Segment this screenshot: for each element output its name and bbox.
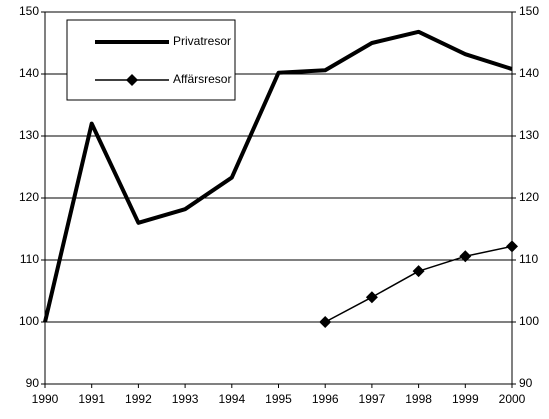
marker bbox=[412, 265, 425, 278]
y2-tick-label: 90 bbox=[519, 376, 533, 390]
marker bbox=[319, 316, 332, 328]
x-tick-label: 1997 bbox=[359, 392, 386, 406]
x-tick-label: 1992 bbox=[125, 392, 152, 406]
y-tick-label: 90 bbox=[26, 376, 40, 390]
legend-label: Privatresor bbox=[173, 34, 231, 48]
marker bbox=[365, 291, 378, 304]
marker bbox=[459, 250, 472, 263]
series-line bbox=[43, 29, 513, 323]
legend-box bbox=[66, 19, 236, 101]
y2-tick-label: 100 bbox=[519, 314, 539, 328]
y2-tick-label: 150 bbox=[519, 4, 539, 18]
y-tick-label: 110 bbox=[20, 252, 39, 266]
x-tick-label: 2000 bbox=[499, 392, 526, 406]
y-tick-label: 100 bbox=[19, 314, 39, 328]
x-tick-label: 1991 bbox=[78, 392, 105, 406]
y2-tick-label: 130 bbox=[519, 128, 539, 142]
x-tick-label: 1990 bbox=[32, 392, 59, 406]
y2-tick-label: 120 bbox=[519, 190, 539, 204]
y-tick-label: 120 bbox=[19, 190, 39, 204]
legend-label: Affärsresor bbox=[173, 72, 231, 86]
y-tick-label: 130 bbox=[19, 128, 39, 142]
x-tick-label: 1995 bbox=[265, 392, 292, 406]
marker bbox=[506, 240, 518, 253]
y2-tick-label: 140 bbox=[519, 66, 539, 80]
series-line bbox=[324, 245, 513, 323]
x-tick-label: 1994 bbox=[218, 392, 245, 406]
y2-tick-label: 110 bbox=[519, 252, 538, 266]
x-tick-label: 1996 bbox=[312, 392, 339, 406]
x-tick-label: 1999 bbox=[452, 392, 479, 406]
y-tick-label: 140 bbox=[19, 66, 39, 80]
x-tick-label: 1993 bbox=[172, 392, 199, 406]
legend-marker bbox=[126, 74, 138, 86]
x-tick-label: 1998 bbox=[405, 392, 432, 406]
y-tick-label: 150 bbox=[19, 4, 39, 18]
